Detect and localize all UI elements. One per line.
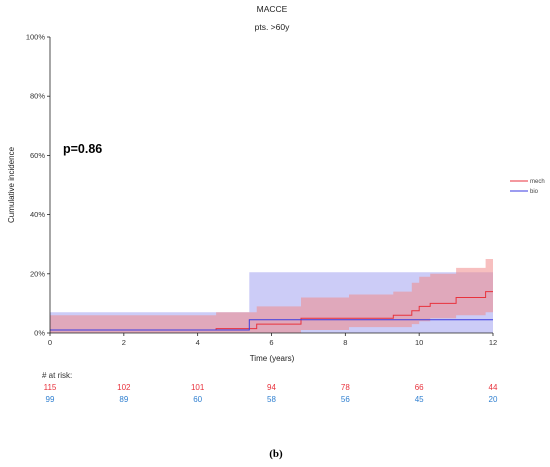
at-risk-table: 115 102 101 94 78 66 44 99 89 60 58 56 45 20	[44, 383, 498, 404]
series-line-mech	[50, 291, 493, 331]
x-tick-label: 10	[415, 338, 423, 347]
chart-subtitle: pts. >60y	[255, 22, 290, 32]
x-tick-label: 6	[269, 338, 273, 347]
y-tick-label: 80%	[30, 92, 45, 101]
y-tick-label: 100%	[26, 33, 46, 42]
at-risk-value-bio: 20	[489, 395, 498, 404]
x-axis-label: Time (years)	[250, 354, 295, 363]
series-lines	[50, 291, 493, 331]
x-tick-label: 2	[122, 338, 126, 347]
at-risk-value-mech: 44	[489, 383, 498, 392]
at-risk-value-bio: 56	[341, 395, 350, 404]
confidence-band-mech	[50, 259, 493, 333]
series-line-bio	[50, 319, 493, 331]
at-risk-value-bio: 60	[193, 395, 202, 404]
y-tick-label: 40%	[30, 210, 45, 219]
x-tick-label: 8	[343, 338, 347, 347]
confidence-bands	[50, 259, 493, 333]
at-risk-value-bio: 58	[267, 395, 276, 404]
p-value-annotation: p=0.86	[63, 142, 102, 156]
x-tick-label: 0	[48, 338, 52, 347]
x-tick-label: 4	[196, 338, 200, 347]
y-axis-ticks: 0% 20% 40% 60% 80% 100%	[26, 33, 50, 338]
x-axis-ticks: 0 2 4 6 8 10 12	[48, 333, 497, 347]
chart-title: MACCE	[257, 4, 288, 14]
figure-caption: (b)	[269, 448, 283, 460]
y-tick-label: 20%	[30, 269, 45, 278]
at-risk-value-mech: 78	[341, 383, 350, 392]
legend-label-mech: mech	[530, 179, 545, 185]
legend: mech bio	[510, 179, 545, 195]
at-risk-value-mech: 101	[191, 383, 205, 392]
y-tick-label: 0%	[34, 329, 45, 338]
at-risk-value-mech: 94	[267, 383, 276, 392]
at-risk-value-mech: 66	[415, 383, 424, 392]
y-axis-label: Cumulative incidence	[7, 146, 16, 223]
at-risk-value-bio: 89	[119, 395, 128, 404]
x-tick-label: 12	[489, 338, 497, 347]
at-risk-value-mech: 115	[44, 383, 57, 392]
at-risk-value-bio: 45	[415, 395, 424, 404]
at-risk-value-mech: 102	[117, 383, 131, 392]
at-risk-value-bio: 99	[46, 395, 55, 404]
legend-label-bio: bio	[530, 189, 539, 195]
at-risk-label: # at risk:	[42, 371, 72, 380]
y-tick-label: 60%	[30, 151, 45, 160]
